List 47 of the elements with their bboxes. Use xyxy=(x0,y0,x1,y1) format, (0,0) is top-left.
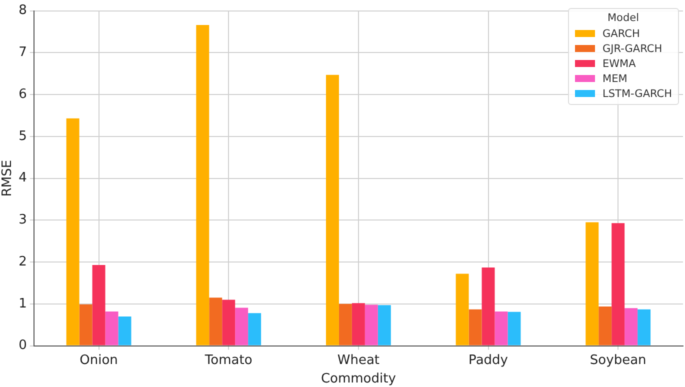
bar xyxy=(364,304,378,346)
y-tick-label: 1 xyxy=(18,296,27,312)
y-axis-title: RMSE xyxy=(0,160,16,197)
bar xyxy=(79,304,92,346)
bar xyxy=(248,313,262,346)
legend-label: GJR-GARCH xyxy=(602,42,662,54)
legend-label: EWMA xyxy=(602,58,636,70)
y-tick-label: 5 xyxy=(18,128,27,144)
y-tick-label: 0 xyxy=(18,338,27,354)
bar xyxy=(235,308,248,346)
bar xyxy=(468,309,482,346)
bar xyxy=(586,222,599,346)
bar xyxy=(352,303,365,346)
bar xyxy=(624,308,638,346)
bar xyxy=(209,298,222,346)
bar xyxy=(638,309,651,346)
y-tick-label: 6 xyxy=(18,86,27,102)
bar xyxy=(118,316,132,346)
y-tick-label: 7 xyxy=(18,45,27,60)
legend-label: MEM xyxy=(602,72,628,84)
bar xyxy=(378,305,391,346)
x-tick-label: Soybean xyxy=(590,352,646,368)
legend-label: GARCH xyxy=(602,28,640,40)
bar xyxy=(612,223,625,346)
x-tick-label: Paddy xyxy=(468,352,508,368)
bar xyxy=(222,300,236,346)
bar xyxy=(482,267,495,346)
bar xyxy=(196,25,210,346)
bar xyxy=(456,274,469,346)
legend-label: LSTM-GARCH xyxy=(602,88,672,100)
bar xyxy=(338,304,352,346)
legend-title: Model xyxy=(606,12,640,24)
bar xyxy=(66,118,80,346)
y-tick-label: 4 xyxy=(18,170,27,186)
bar xyxy=(598,306,612,346)
bar xyxy=(92,264,106,346)
bar xyxy=(326,74,339,346)
x-tick-label: Wheat xyxy=(337,352,380,368)
y-tick-label: 2 xyxy=(18,254,27,270)
y-tick-label: 8 xyxy=(18,3,27,18)
x-tick-label: Tomato xyxy=(204,352,252,368)
y-tick-label: 3 xyxy=(18,212,27,228)
bar xyxy=(494,311,508,346)
bar xyxy=(105,311,118,346)
x-tick-label: Onion xyxy=(80,352,118,368)
x-axis-title: Commodity xyxy=(320,372,396,387)
bar xyxy=(508,312,521,346)
